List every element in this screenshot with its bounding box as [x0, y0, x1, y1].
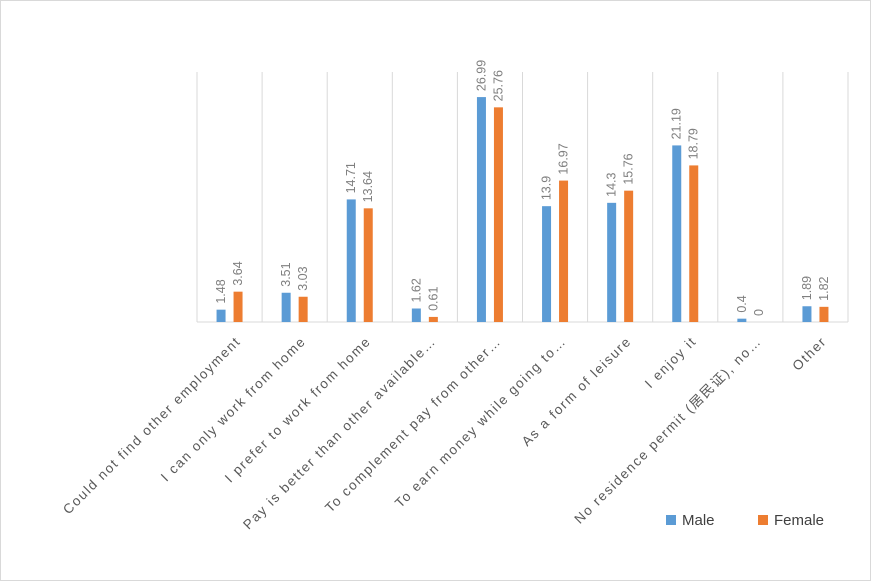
value-label-female-0: 3.64: [231, 261, 245, 285]
bar-male-2: [346, 199, 356, 322]
legend: Male Female: [666, 512, 824, 529]
value-label-male-4: 26.99: [474, 60, 488, 91]
bars-group: [216, 97, 829, 322]
bar-male-0: [216, 309, 226, 322]
value-label-male-5: 13.9: [540, 176, 554, 200]
bar-female-1: [298, 296, 308, 322]
category-label-1: I can only work from home: [158, 334, 309, 485]
value-label-female-8: 0: [752, 309, 766, 316]
bar-female-9: [819, 306, 829, 322]
value-label-male-2: 14.71: [344, 162, 358, 193]
value-label-female-7: 18.79: [687, 128, 701, 159]
value-label-male-0: 1.48: [214, 279, 228, 303]
bar-female-6: [624, 190, 634, 322]
legend-swatch-male: [666, 515, 676, 525]
value-label-female-2: 13.64: [361, 171, 375, 202]
bar-female-7: [689, 165, 699, 322]
bar-male-1: [281, 292, 291, 322]
bar-male-4: [476, 97, 486, 322]
value-label-male-7: 21.19: [670, 108, 684, 139]
value-label-female-9: 1.82: [817, 276, 831, 300]
value-label-male-9: 1.89: [800, 276, 814, 300]
value-label-male-1: 3.51: [279, 262, 293, 286]
bar-female-2: [363, 208, 373, 322]
bar-male-5: [542, 206, 552, 322]
value-label-female-6: 15.76: [622, 153, 636, 184]
category-label-6: As a form of leisure: [519, 334, 634, 449]
value-label-female-5: 16.97: [557, 143, 571, 174]
legend-label-female: Female: [774, 512, 824, 529]
bar-male-8: [737, 318, 747, 322]
legend-label-male: Male: [682, 512, 715, 529]
value-label-male-6: 14.3: [605, 172, 619, 196]
bar-male-9: [802, 306, 812, 322]
legend-swatch-female: [758, 515, 768, 525]
value-label-male-8: 0.4: [735, 295, 749, 312]
bar-female-5: [559, 180, 569, 322]
category-label-9: Other: [789, 334, 829, 374]
value-label-female-1: 3.03: [296, 266, 310, 290]
value-label-female-3: 0.61: [426, 287, 440, 311]
bar-female-3: [428, 316, 438, 322]
bar-female-4: [493, 107, 503, 322]
value-label-male-3: 1.62: [409, 278, 423, 302]
bar-male-7: [672, 145, 682, 322]
bar-male-3: [411, 308, 421, 322]
value-label-female-4: 25.76: [491, 70, 505, 101]
category-label-7: I enjoy it: [642, 334, 699, 391]
category-gridlines: [196, 72, 849, 323]
bar-male-6: [607, 202, 617, 322]
bar-female-0: [233, 291, 243, 322]
